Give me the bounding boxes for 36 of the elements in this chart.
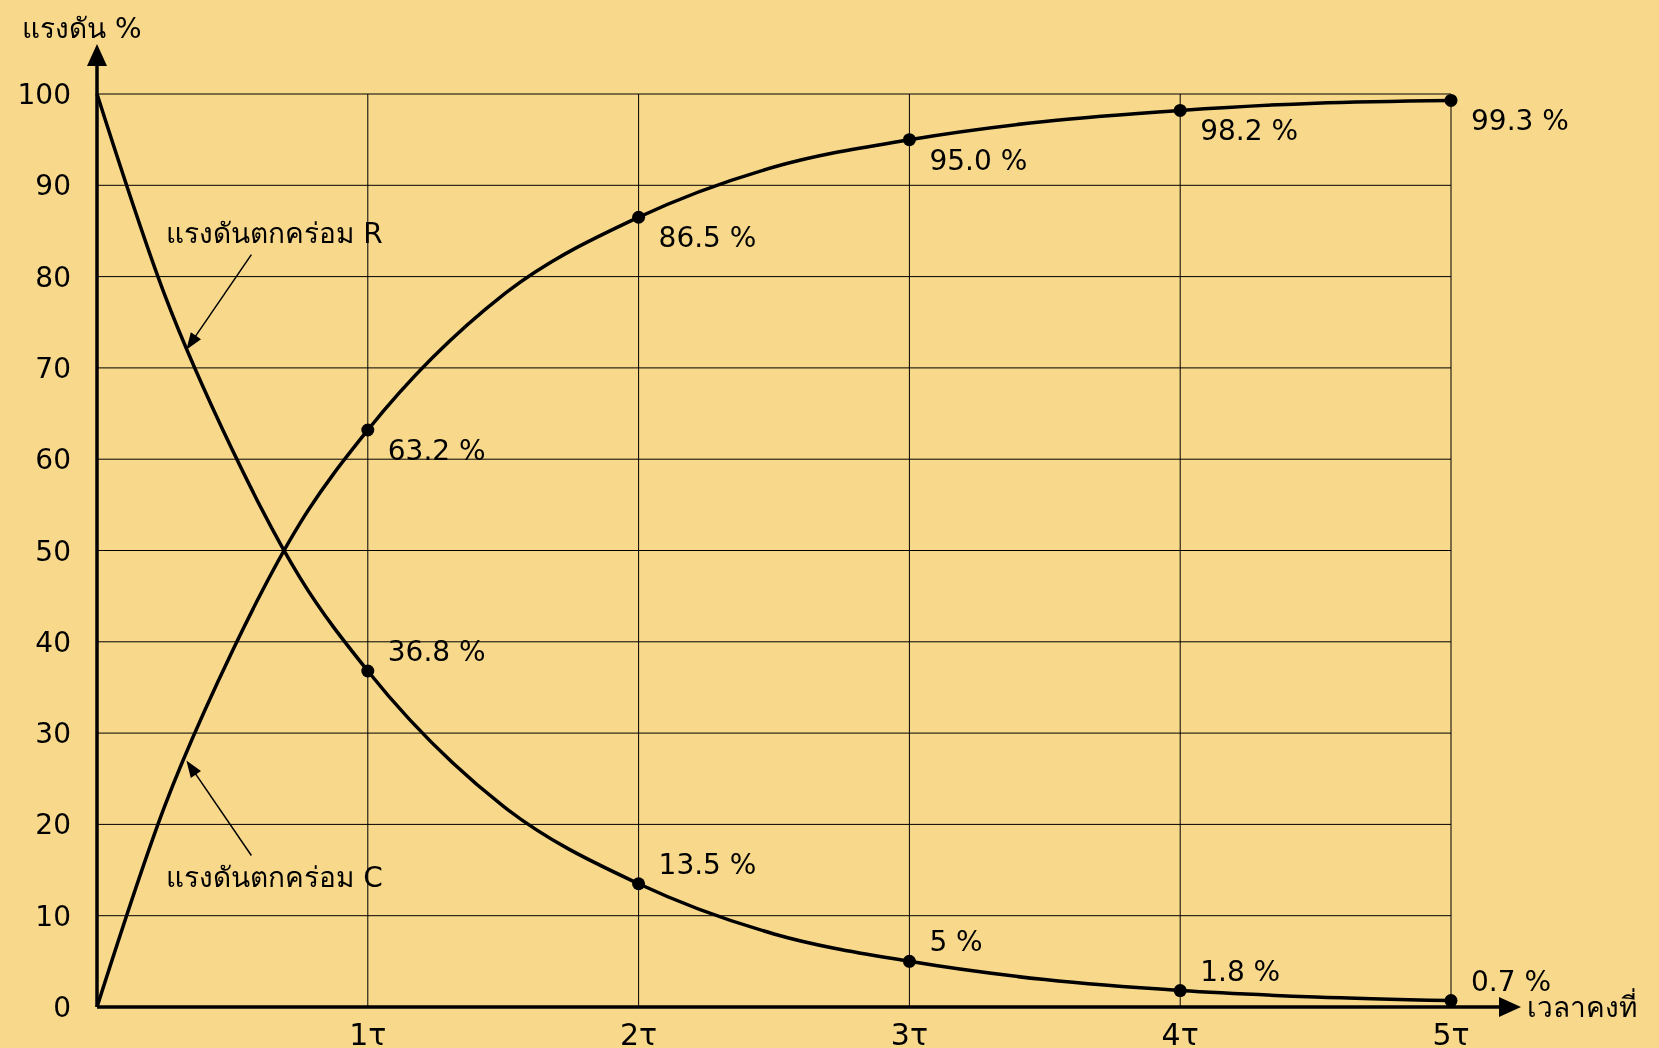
- point: [632, 210, 646, 224]
- data-label: 98.2 %: [1200, 114, 1299, 148]
- data-label: 86.5 %: [658, 221, 757, 255]
- y-tick-label: 60: [35, 443, 71, 477]
- x-tick-label: 2τ: [620, 1017, 658, 1048]
- data-label: 1.8 %: [1200, 954, 1281, 988]
- point: [902, 133, 916, 147]
- point: [1173, 984, 1187, 998]
- data-label: 5 %: [929, 925, 983, 959]
- data-label: 36.8 %: [387, 635, 486, 669]
- point: [1173, 103, 1187, 117]
- y-tick-label: 20: [35, 808, 71, 842]
- data-label: 95.0 %: [929, 143, 1028, 177]
- x-tick-label: 1τ: [349, 1017, 387, 1048]
- y-tick-label: 50: [35, 534, 71, 568]
- point: [361, 423, 375, 437]
- point: [902, 954, 916, 968]
- x-tick-label: 4τ: [1161, 1017, 1199, 1048]
- data-label: 13.5 %: [658, 847, 757, 881]
- x-tick-label: 5τ: [1432, 1017, 1470, 1048]
- y-tick-label: 70: [35, 351, 71, 385]
- point: [1444, 994, 1458, 1008]
- x-tick-label: 3τ: [890, 1017, 928, 1048]
- y-tick-label: 40: [35, 625, 71, 659]
- y-axis-title: แรงดัน %: [22, 12, 142, 45]
- y-tick-label: 30: [35, 717, 71, 751]
- y-tick-label: 10: [35, 899, 71, 933]
- y-tick-label: 0: [53, 991, 71, 1024]
- y-tick-label: 90: [35, 169, 71, 203]
- y-tick-label: 100: [17, 78, 71, 111]
- point: [361, 664, 375, 678]
- point: [632, 877, 646, 891]
- point: [1444, 93, 1458, 107]
- data-label: 63.2 %: [387, 433, 486, 467]
- data-label: 99.3 %: [1471, 104, 1569, 138]
- y-tick-label: 80: [35, 260, 71, 294]
